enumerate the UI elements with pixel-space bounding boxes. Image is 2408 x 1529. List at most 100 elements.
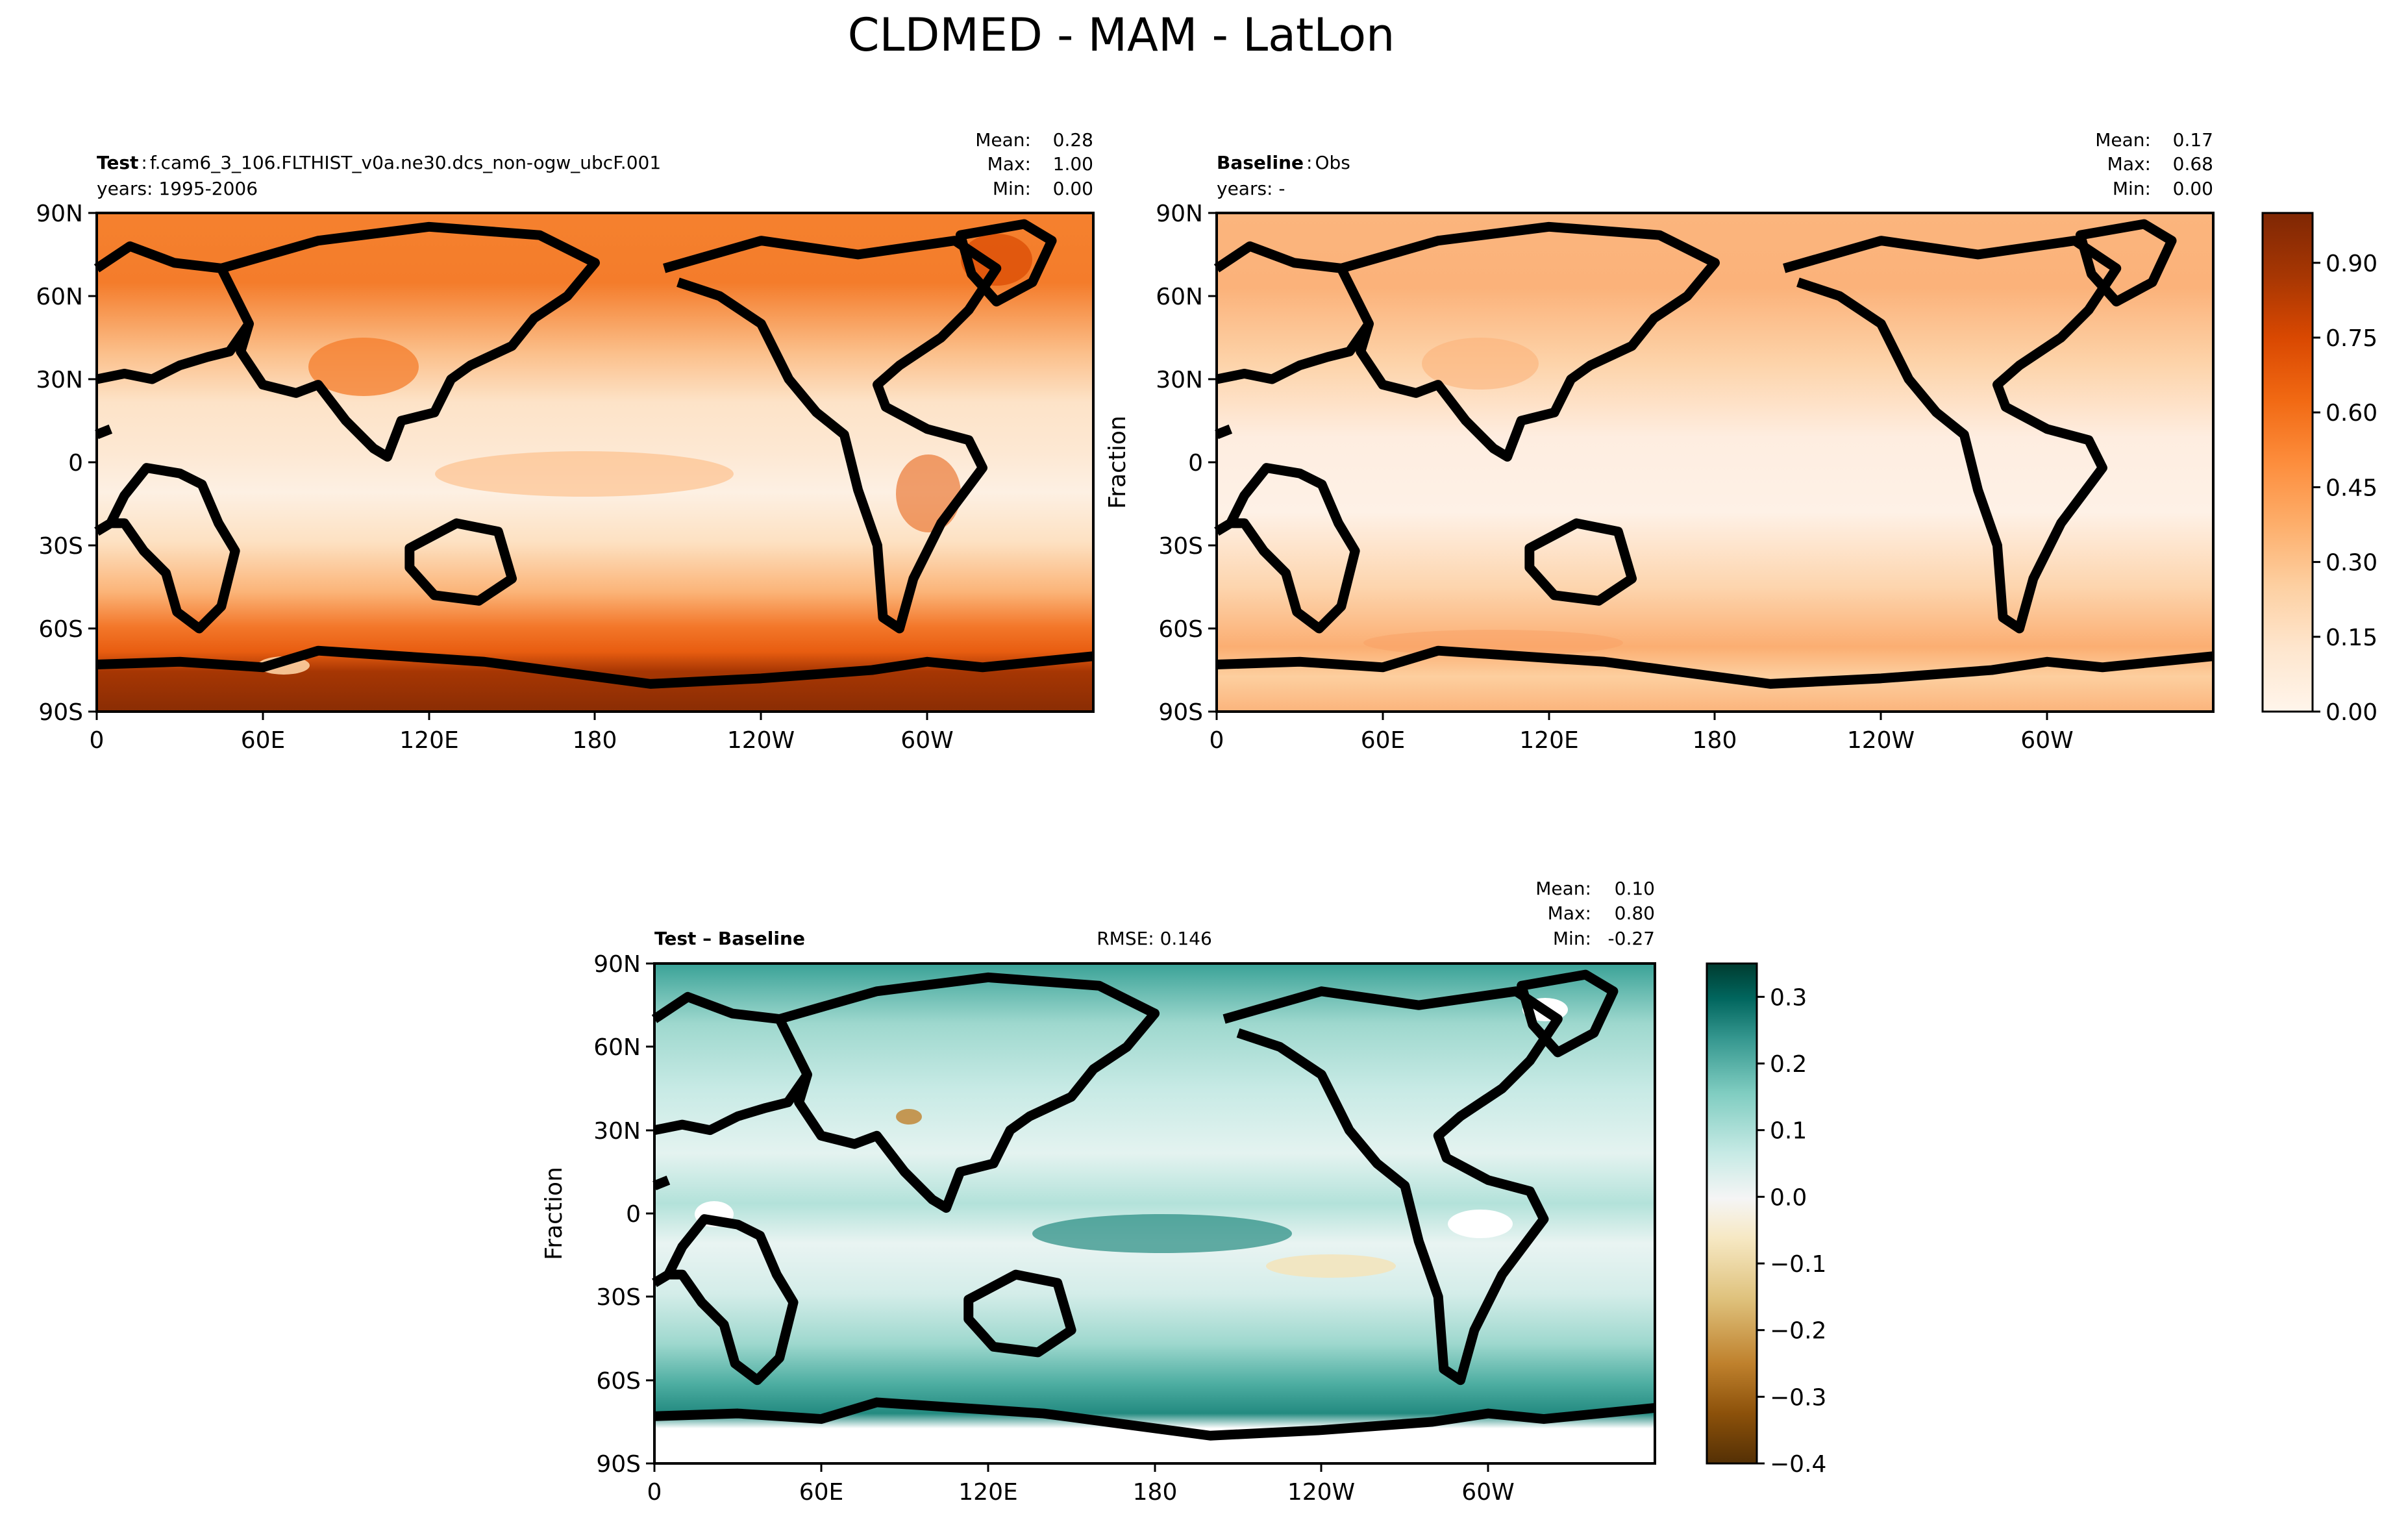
test-coastlines (93, 219, 1094, 689)
figure-title: CLDMED - MAM - LatLon (848, 8, 1395, 62)
brbg-colorbar-tick-label: 0.2 (1770, 1051, 1807, 1078)
test-coast-asia (219, 221, 600, 462)
difference-field (654, 963, 1655, 1463)
difference-rmse: RMSE: 0.146 (1097, 928, 1212, 949)
difference-ytick-label: 90N (593, 951, 641, 978)
baseline-coast-americas (1783, 236, 2122, 634)
brbg-colorbar-tick-label: −0.1 (1770, 1251, 1826, 1278)
oranges-colorbar: 0.00 0.15 0.30 0.45 0.60 0.75 0.90 (2261, 212, 2377, 726)
baseline-label: Baseline: Obs (1217, 152, 1350, 173)
difference-ytick-label: 0 (626, 1201, 641, 1228)
baseline-coast-greenland (2075, 219, 2177, 307)
test-xtick-label: 0 (90, 727, 105, 754)
test-ytick-label: 90S (38, 699, 83, 726)
difference-tibet-negative (896, 1109, 922, 1125)
oranges-colorbar-tick-label: 0.30 (2326, 550, 2377, 577)
difference-xtick-label: 120W (1287, 1479, 1355, 1506)
oranges-colorbar-fill (2261, 212, 2314, 713)
difference-mean-value: 0.10 (1615, 878, 1655, 899)
oranges-colorbar-tick-label: 0.60 (2326, 400, 2377, 427)
test-max-label: Max: (987, 153, 1031, 175)
baseline-ylabel: Fraction (1104, 416, 1131, 509)
baseline-min-value: 0.00 (2173, 178, 2213, 199)
brbg-colorbar-ticks: 0.3 0.2 0.1 0.0 −0.1 −0.2 −0.3 −0.4 (1757, 984, 1826, 1478)
difference-xtick-label: 120E (958, 1479, 1017, 1506)
oranges-colorbar-tick-label: 0.15 (2326, 625, 2377, 651)
test-min-value: 0.00 (1053, 178, 1093, 199)
test-xtick-label: 60W (900, 727, 953, 754)
test-coast-australia (404, 518, 517, 606)
difference-xtick-label: 60E (799, 1479, 844, 1506)
baseline-label-bold: Baseline (1217, 152, 1304, 173)
difference-coast-africa-europe (651, 991, 812, 1386)
difference-yticks (646, 962, 654, 1465)
brbg-colorbar-tick-label: −0.4 (1770, 1451, 1826, 1478)
difference-xtick-label: 0 (647, 1479, 662, 1506)
baseline-ytick-labels: 90N 60N 30N 0 30S 60S 90S (1156, 201, 1203, 726)
test-coast-greenland (955, 219, 1057, 307)
difference-ytick-label: 60N (593, 1034, 641, 1061)
difference-ytick-labels: 90N 60N 30N 0 30S 60S 90S (593, 951, 641, 1478)
baseline-xtick-label: 0 (1210, 727, 1224, 754)
baseline-max-value: 0.68 (2173, 153, 2213, 175)
test-label-bold: Test (97, 152, 138, 173)
difference-min-value: -0.27 (1608, 928, 1655, 949)
baseline-yticks (1208, 212, 1217, 713)
test-ytick-label: 0 (68, 450, 83, 477)
test-xticks (95, 712, 928, 720)
difference-mean-label: Mean: (1535, 878, 1591, 899)
difference-ytick-label: 30N (593, 1118, 641, 1145)
baseline-min-label: Min: (2113, 178, 2151, 199)
test-greenland-high (961, 234, 1032, 286)
difference-max-label: Max: (1548, 902, 1591, 924)
test-label-value: f.cam6_3_106.FLTHIST_v0a.ne30.dcs_non-og… (150, 152, 661, 173)
test-label-sep: : (141, 152, 147, 173)
test-xtick-label: 120W (727, 727, 795, 754)
test-yticks (88, 212, 97, 713)
difference-xticks (653, 1463, 1489, 1472)
test-xtick-label: 60E (241, 727, 286, 754)
baseline-xtick-label: 120E (1519, 727, 1578, 754)
baseline-ytick-label: 30S (1158, 533, 1203, 560)
baseline-coastlines (1213, 219, 2214, 689)
test-ytick-labels: 90N 60N 30N 0 30S 60S 90S (36, 201, 83, 726)
baseline-ytick-label: 90S (1158, 699, 1203, 726)
baseline-ytick-label: 30N (1156, 367, 1203, 393)
test-ytick-label: 30N (36, 367, 83, 393)
brbg-colorbar-tick-label: 0.0 (1770, 1184, 1807, 1211)
difference-ylabel: Fraction (541, 1167, 567, 1260)
baseline-coast-australia (1524, 518, 1637, 606)
oranges-colorbar-tick-label: 0.75 (2326, 325, 2377, 352)
baseline-max-label: Max: (2107, 153, 2151, 175)
test-xtick-label: 180 (573, 727, 617, 754)
baseline-ytick-label: 90N (1156, 201, 1203, 227)
baseline-xtick-label: 60E (1361, 727, 1406, 754)
baseline-coast-africa-europe (1213, 241, 1374, 634)
baseline-field (1217, 213, 2213, 712)
baseline-xtick-label: 120W (1847, 727, 1915, 754)
test-min-label: Min: (993, 178, 1031, 199)
difference-amazon-hole (1448, 1210, 1513, 1238)
baseline-ytick-label: 60N (1156, 284, 1203, 310)
brbg-colorbar-tick-label: −0.2 (1770, 1318, 1826, 1345)
baseline-label-sep: : (1306, 152, 1312, 173)
brbg-colorbar: 0.3 0.2 0.1 0.0 −0.1 −0.2 −0.3 −0.4 (1706, 962, 1826, 1478)
baseline-coast-asia (1339, 221, 1720, 462)
test-ytick-label: 90N (36, 201, 83, 227)
difference-coast-australia (963, 1269, 1076, 1358)
difference-min-label: Min: (1553, 928, 1591, 949)
test-coast-antarctica (96, 645, 1094, 689)
baseline-mean-label: Mean: (2095, 129, 2151, 151)
oranges-colorbar-tick-label: 0.00 (2326, 699, 2377, 726)
baseline-ytick-label: 60S (1158, 616, 1203, 643)
test-stats: Mean: 0.28 Max: 1.00 Min: 0.00 (975, 129, 1093, 199)
baseline-mean-value: 0.17 (2173, 129, 2213, 151)
baseline-xtick-labels: 0 60E 120E 180 120W 60W (1210, 727, 2074, 754)
brbg-colorbar-tick-label: 0.1 (1770, 1118, 1807, 1145)
brbg-colorbar-tick-label: 0.3 (1770, 984, 1807, 1011)
baseline-coast-antarctica (1216, 645, 2214, 689)
difference-xtick-labels: 0 60E 120E 180 120W 60W (647, 1479, 1515, 1506)
difference-subtropic-negative (1266, 1254, 1396, 1278)
test-mean-value: 0.28 (1053, 129, 1093, 151)
